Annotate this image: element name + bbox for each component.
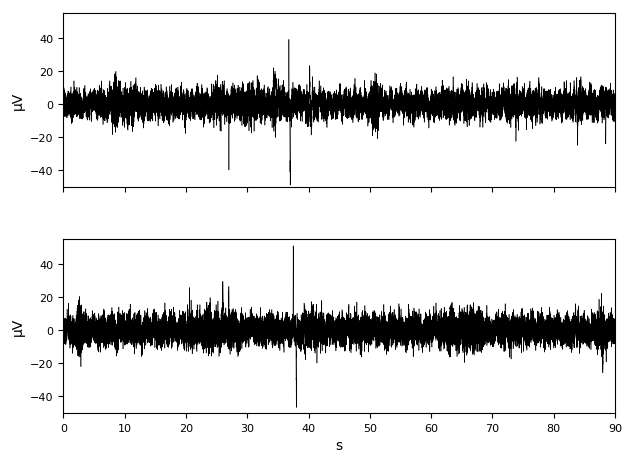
X-axis label: s: s xyxy=(335,438,343,452)
Y-axis label: μV: μV xyxy=(11,91,25,110)
Y-axis label: μV: μV xyxy=(11,317,25,336)
